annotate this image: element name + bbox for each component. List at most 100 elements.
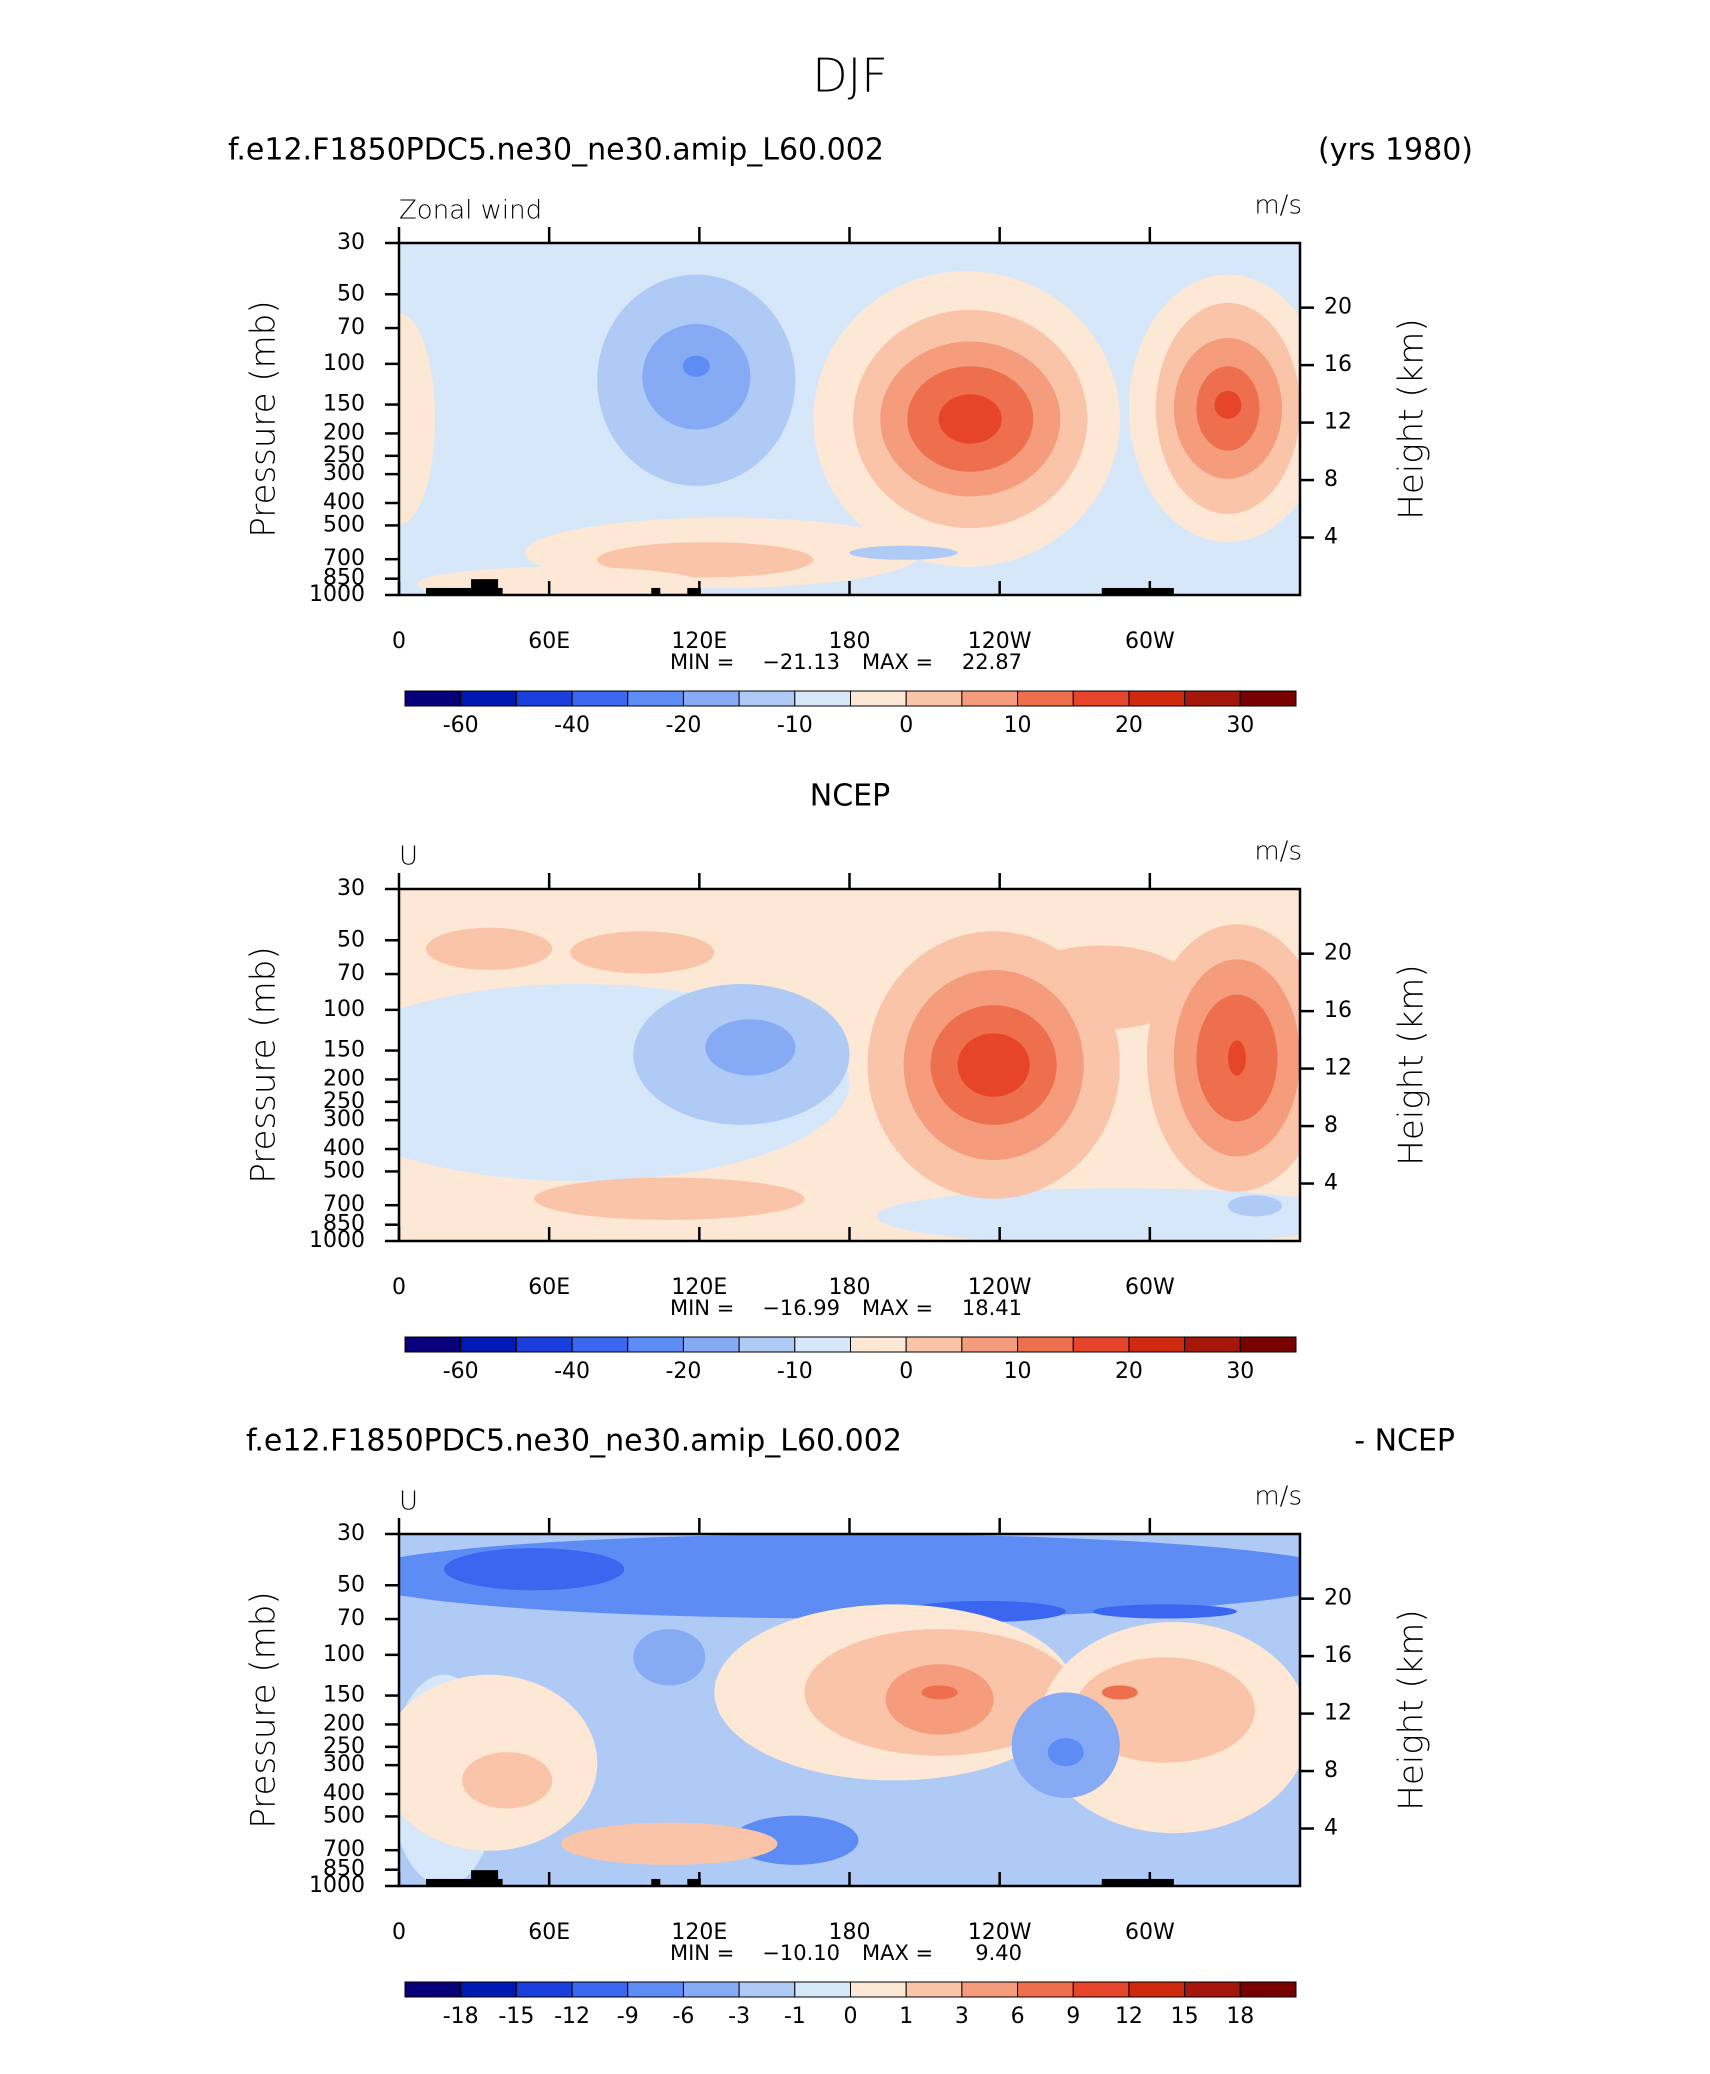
contour-fill xyxy=(1227,1040,1246,1076)
x-tick-label: 180 xyxy=(829,1275,871,1300)
y-tick-label: 500 xyxy=(323,512,365,537)
y2-tick-label: 16 xyxy=(1324,998,1352,1023)
topography xyxy=(471,1870,499,1886)
y2-tick-label: 20 xyxy=(1324,941,1352,966)
colorbar-label: -20 xyxy=(665,1359,701,1384)
y-tick-label: 200 xyxy=(323,1711,365,1736)
y-tick-label: 100 xyxy=(323,1642,365,1667)
y-tick-label: 30 xyxy=(337,230,365,255)
colorbar-label: 3 xyxy=(955,2004,969,2029)
colorbar-box xyxy=(571,1981,629,1998)
y-tick-label: 70 xyxy=(337,961,365,986)
colorbar-box xyxy=(1239,1981,1297,1998)
y2-tick-label: 12 xyxy=(1324,410,1352,435)
x-tick-label: 60E xyxy=(528,1920,570,1945)
colorbar-box xyxy=(738,690,796,707)
contour-fill xyxy=(682,355,710,377)
colorbar-box xyxy=(682,1981,740,1998)
contour-fill xyxy=(399,1534,1300,1619)
units-label: m/s xyxy=(1254,837,1302,867)
contour-fill xyxy=(849,545,958,560)
colorbar-box xyxy=(1017,1336,1074,1353)
panel-title: f.e12.F1850PDC5.ne30_ne30.amip_L60.002 xyxy=(228,133,884,168)
colorbar-label: -20 xyxy=(665,713,701,738)
contour-fill xyxy=(633,1629,706,1686)
panel-title: f.e12.F1850PDC5.ne30_ne30.amip_L60.002 xyxy=(246,1424,902,1459)
contour-fill xyxy=(444,1548,625,1591)
contour-fill xyxy=(462,1752,553,1809)
y2-axis-label: Height (km) xyxy=(1392,1609,1432,1810)
colorbar-label: 10 xyxy=(1004,713,1032,738)
colorbar-box xyxy=(515,1981,573,1998)
colorbar-label: 0 xyxy=(844,2004,858,2029)
y-tick-label: 50 xyxy=(337,281,365,306)
contour-fill xyxy=(1227,1195,1282,1217)
colorbar-box xyxy=(738,1981,796,1998)
x-tick-label: 60E xyxy=(528,629,570,654)
colorbar-box xyxy=(1072,1981,1130,1998)
colorbar-label: -40 xyxy=(554,1359,590,1384)
y-tick-label: 850 xyxy=(323,566,365,591)
colorbar-box xyxy=(404,1981,462,1998)
y2-axis-label: Height (km) xyxy=(1392,318,1432,519)
colorbar-box xyxy=(404,690,462,707)
y-tick-label: 1000 xyxy=(309,1873,365,1898)
panel-title-right: - NCEP xyxy=(1354,1424,1455,1459)
topography xyxy=(687,1878,701,1886)
panel: f.e12.F1850PDC5.ne30_ne30.amip_L60.002 (y… xyxy=(228,133,1473,739)
colorbar-box xyxy=(850,1981,907,1998)
colorbar-label: 9 xyxy=(1066,2004,1080,2029)
contour-field xyxy=(399,1534,1300,1886)
y2-tick-label: 8 xyxy=(1324,1758,1338,1783)
contour-fill xyxy=(938,394,1002,444)
contour-fill xyxy=(705,1019,796,1076)
contour-fill xyxy=(570,931,715,974)
y-axis-label: Pressure (mb) xyxy=(244,1591,284,1828)
colorbar-label: -10 xyxy=(777,713,813,738)
stat-value: −10.10 xyxy=(762,1941,840,1965)
y-axis-label: Pressure (mb) xyxy=(244,300,284,537)
left-label: U xyxy=(399,842,418,872)
panel: f.e12.F1850PDC5.ne30_ne30.amip_L60.002 - … xyxy=(244,1424,1456,2030)
contour-fill xyxy=(1092,1604,1237,1619)
y-tick-label: 700 xyxy=(323,546,365,571)
colorbar-label: -10 xyxy=(777,1359,813,1384)
colorbar-box xyxy=(515,690,573,707)
colorbar-box xyxy=(794,1981,851,1998)
y-tick-label: 1000 xyxy=(309,1228,365,1253)
colorbar-box xyxy=(905,690,963,707)
y-tick-label: 70 xyxy=(337,1606,365,1631)
colorbar-label: 20 xyxy=(1115,713,1143,738)
x-tick-label: 60E xyxy=(528,1275,570,1300)
stat-label: MIN = xyxy=(670,1296,734,1320)
y2-axis-label: Height (km) xyxy=(1392,964,1432,1165)
colorbar-box xyxy=(460,1981,517,1998)
panel-title: NCEP xyxy=(810,779,890,814)
colorbar-box xyxy=(627,1336,684,1353)
figure-title: DJF xyxy=(812,49,887,103)
colorbar-box xyxy=(1184,1336,1241,1353)
y-tick-label: 850 xyxy=(323,1857,365,1882)
y-tick-label: 250 xyxy=(323,1734,365,1759)
colorbar-box xyxy=(404,1336,462,1353)
y-tick-label: 500 xyxy=(323,1158,365,1183)
y2-tick-label: 4 xyxy=(1324,1171,1338,1196)
topography xyxy=(651,1878,661,1886)
y2-tick-label: 16 xyxy=(1324,1643,1352,1668)
colorbar-box xyxy=(1184,1981,1241,1998)
y-tick-label: 700 xyxy=(323,1837,365,1862)
colorbar-label: -40 xyxy=(554,713,590,738)
y-tick-label: 250 xyxy=(323,443,365,468)
contour-fill xyxy=(417,566,706,595)
colorbar-box xyxy=(961,1981,1019,1998)
y-tick-label: 850 xyxy=(323,1212,365,1237)
colorbar-label: -15 xyxy=(498,2004,534,2029)
colorbar-box xyxy=(1128,1336,1186,1353)
y2-tick-label: 4 xyxy=(1324,1816,1338,1841)
x-tick-label: 120W xyxy=(968,1275,1032,1300)
colorbar-box xyxy=(905,1981,963,1998)
colorbar-label: -6 xyxy=(672,2004,694,2029)
colorbar-box xyxy=(850,1336,907,1353)
